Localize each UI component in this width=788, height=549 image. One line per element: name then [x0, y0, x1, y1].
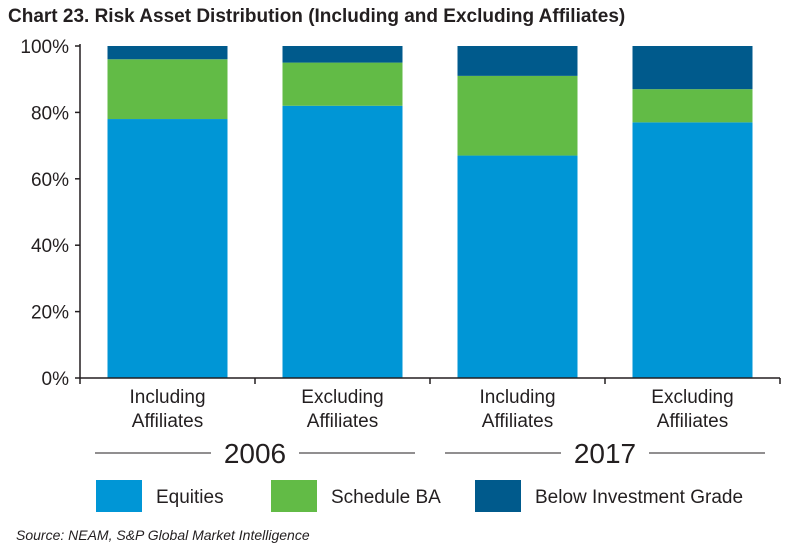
bar-segment — [282, 46, 403, 63]
y-tick-label: 60% — [31, 170, 69, 191]
bar-segment — [632, 122, 753, 378]
legend-swatch — [96, 480, 142, 512]
category-label-line2: Affiliates — [132, 411, 203, 432]
axes — [79, 44, 781, 384]
y-tick-label: 20% — [31, 303, 69, 324]
bar-segment — [457, 46, 578, 76]
group-year-label: 2006 — [224, 438, 286, 469]
x-axis: Including Affiliates Excluding Affiliates In… — [129, 387, 733, 432]
bar-segment — [457, 155, 578, 378]
y-tick-label: 0% — [42, 369, 70, 390]
legend: Equities Schedule BA Below Investment Grad… — [96, 480, 743, 512]
category-label-line2: Affiliates — [307, 411, 378, 432]
y-tick-label: 80% — [31, 103, 69, 124]
bar-segment — [107, 46, 228, 60]
legend-label: Schedule BA — [331, 487, 441, 508]
source-note: Source: NEAM, S&P Global Market Intellig… — [16, 527, 310, 543]
legend-label: Below Investment Grade — [535, 487, 743, 508]
bar-segment — [632, 89, 753, 123]
legend-label: Equities — [156, 487, 224, 508]
bar-segment — [457, 75, 578, 156]
bar-segment — [107, 119, 228, 378]
legend-swatch — [271, 480, 317, 512]
category-label-line1: Excluding — [651, 387, 733, 408]
y-tick-label: 40% — [31, 236, 69, 257]
group-labels: 2006 2017 — [95, 438, 765, 469]
y-tick-label: 100% — [20, 37, 69, 58]
bar-segment — [107, 59, 228, 120]
category-label-line2: Affiliates — [657, 411, 728, 432]
bars — [107, 46, 753, 378]
bar-segment — [282, 62, 403, 106]
group-year-label: 2017 — [574, 438, 636, 469]
y-axis: 0% 20% 40% 60% 80% 100% — [20, 37, 80, 390]
category-label-line1: Including — [129, 387, 205, 408]
category-label-line2: Affiliates — [482, 411, 553, 432]
bar-segment — [632, 46, 753, 90]
category-label-line1: Including — [479, 387, 555, 408]
legend-swatch — [475, 480, 521, 512]
category-label-line1: Excluding — [301, 387, 383, 408]
bar-segment — [282, 105, 403, 378]
chart-title: Chart 23. Risk Asset Distribution (Inclu… — [8, 6, 626, 27]
